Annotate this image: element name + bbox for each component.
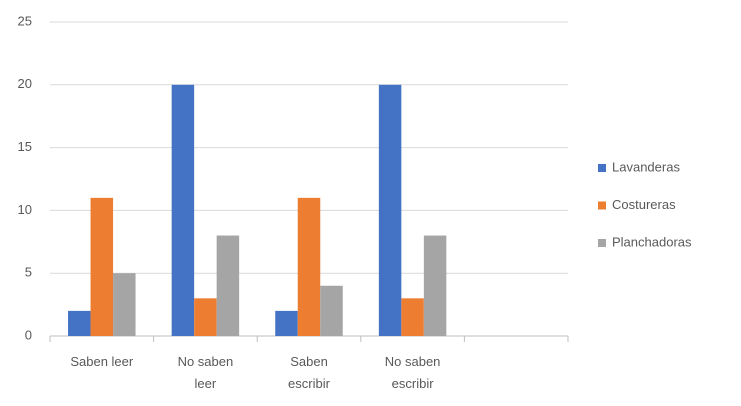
- x-tick-label: Saben escribir: [288, 354, 330, 391]
- y-tick-label: 20: [18, 76, 32, 91]
- y-tick-label: 0: [25, 327, 32, 342]
- x-tick-label: No saben leer: [177, 354, 234, 391]
- bar: [297, 197, 321, 336]
- y-tick-label: 25: [18, 13, 32, 28]
- x-tick-label: Saben leer: [70, 354, 134, 369]
- bar: [68, 310, 91, 336]
- legend-swatch: [598, 201, 606, 210]
- y-tick-label: 10: [18, 202, 32, 217]
- bar: [401, 298, 424, 336]
- bar: [320, 285, 343, 336]
- bar: [194, 298, 217, 336]
- legend-label: Planchadoras: [612, 234, 692, 249]
- legend-swatch: [598, 239, 606, 247]
- x-tick-label: No saben escribir: [384, 354, 441, 391]
- y-tick-label: 15: [18, 139, 32, 154]
- bar: [275, 310, 298, 336]
- y-tick-label: 5: [25, 265, 32, 280]
- bar: [90, 197, 114, 336]
- legend-label: Lavanderas: [612, 159, 680, 174]
- bar: [378, 84, 402, 336]
- legend-swatch: [598, 164, 606, 172]
- bar: [113, 273, 136, 336]
- bar: [216, 235, 240, 336]
- bar: [423, 235, 447, 336]
- legend-label: Costureras: [612, 197, 676, 212]
- bar: [171, 84, 195, 336]
